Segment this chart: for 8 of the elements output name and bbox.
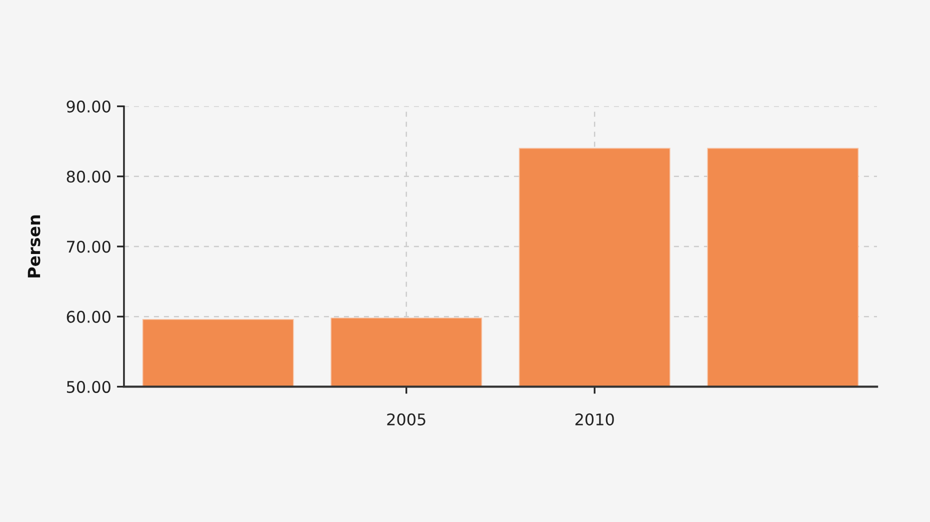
x-tick-label: 2005 — [387, 413, 426, 426]
x-tick-label: 2010 — [575, 413, 614, 426]
y-tick-label: 80.00 — [66, 170, 110, 183]
y-tick-label: 50.00 — [66, 380, 110, 393]
y-axis-title: Persen — [28, 215, 40, 278]
y-tick-label: 70.00 — [67, 240, 110, 253]
y-tick-label: 90.00 — [66, 100, 110, 113]
y-tick-label: 60.00 — [66, 310, 110, 323]
